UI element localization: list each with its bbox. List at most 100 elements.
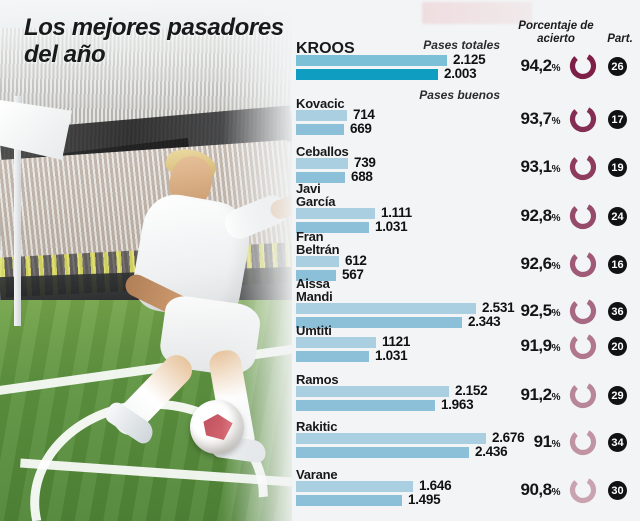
ring-svg [569, 250, 597, 278]
player-name: Ceballos [296, 144, 349, 159]
value-total-passes: 2.152 [455, 383, 488, 398]
bar-good-passes [296, 172, 345, 183]
bar-good-passes [296, 400, 435, 411]
accuracy-percent: 91% [533, 432, 561, 451]
participation-badge: 26 [608, 57, 627, 76]
accuracy-percent: 92,6% [520, 254, 561, 273]
chart-panel: Porcentaje de acierto Part. Pases totale… [292, 0, 640, 521]
bar-total-passes [296, 158, 348, 169]
ring-svg [569, 153, 597, 181]
table-row: Umtiti 1121 1.031 91,9% 20 [292, 322, 640, 374]
bar-total-passes [296, 110, 347, 121]
value-total-passes: 714 [353, 107, 375, 122]
bar-total-passes [296, 481, 413, 492]
value-total-passes: 739 [354, 155, 376, 170]
participation-badge: 24 [608, 207, 627, 226]
player-name: Umtiti [296, 323, 332, 338]
value-good-passes: 688 [351, 169, 373, 184]
accuracy-percent: 93,1% [520, 157, 561, 176]
accuracy-percent: 92,5% [520, 301, 561, 320]
accuracy-ring-icon [568, 51, 598, 81]
legend-good-passes: Pases buenos [419, 88, 500, 102]
participation-badge: 36 [608, 302, 627, 321]
player-name: Kovacic [296, 96, 345, 111]
bar-good-passes [296, 495, 402, 506]
value-total-passes: 2.531 [482, 300, 515, 315]
table-row: Aissa Mandi 2.531 2.343 92,5% 36 [292, 277, 640, 329]
value-good-passes: 1.963 [441, 397, 474, 412]
value-total-passes: 1.111 [381, 205, 412, 220]
participation-badge: 19 [608, 158, 627, 177]
table-row: KROOS 2.125 2.003 94,2% 26 [292, 40, 640, 92]
table-row: Ceballos 739 688 93,1% 19 [292, 143, 640, 195]
ring-svg [569, 332, 597, 360]
accuracy-ring-icon [568, 331, 598, 361]
value-good-passes: 567 [342, 267, 364, 282]
bar-good-passes [296, 222, 369, 233]
accuracy-ring-icon [568, 427, 598, 457]
bar-total-passes [296, 386, 449, 397]
legend-total-passes: Pases totales [423, 38, 500, 52]
accuracy-ring-icon [568, 296, 598, 326]
value-good-passes: 669 [350, 121, 372, 136]
player-name: Aissa Mandi [296, 276, 333, 304]
player-name: Varane [296, 467, 338, 482]
player-name: KROOS [296, 40, 355, 57]
ring-svg [569, 476, 597, 504]
value-good-passes: 1.031 [375, 219, 408, 234]
ring-svg [569, 105, 597, 133]
accuracy-ring-icon [568, 475, 598, 505]
ring-svg [569, 297, 597, 325]
table-row: Rakitic 2.676 2.436 91% 34 [292, 418, 640, 470]
accuracy-percent: 92,8% [520, 206, 561, 225]
value-good-passes: 2.436 [475, 444, 508, 459]
accuracy-ring-icon [568, 380, 598, 410]
table-row: Ramos 2.152 1.963 91,2% 29 [292, 371, 640, 423]
corner-flag-pole [14, 96, 21, 326]
value-total-passes: 612 [345, 253, 367, 268]
accuracy-percent: 94,2% [520, 56, 561, 75]
header-participation: Part. [607, 33, 633, 45]
participation-badge: 16 [608, 255, 627, 274]
table-row: Varane 1.646 1.495 90,8% 30 [292, 466, 640, 518]
accuracy-ring-icon [568, 104, 598, 134]
value-good-passes: 2.003 [444, 66, 477, 81]
participation-badge: 30 [608, 481, 627, 500]
bar-good-passes [296, 351, 369, 362]
bar-total-passes [296, 55, 447, 66]
player-name: Fran Beltrán [296, 229, 340, 257]
bar-good-passes [296, 447, 469, 458]
player-name: Ramos [296, 372, 339, 387]
bar-total-passes [296, 433, 486, 444]
table-row: Fran Beltrán 612 567 92,6% 16 [292, 230, 640, 282]
value-total-passes: 1.646 [419, 478, 452, 493]
bar-good-passes [296, 124, 344, 135]
bar-total-passes [296, 256, 339, 267]
accuracy-percent: 90,8% [520, 480, 561, 499]
bar-total-passes [296, 208, 375, 219]
source-watermark [422, 2, 532, 24]
chart-rows: KROOS 2.125 2.003 94,2% 26 Kovacic 714 669 93,7%… [292, 0, 640, 521]
player-name: Javi García [296, 181, 336, 209]
player-photo [0, 0, 292, 521]
photo-right-fade [222, 0, 292, 521]
page-title: Los mejores pasadores del año [24, 14, 284, 68]
ring-svg [569, 428, 597, 456]
value-good-passes: 1.031 [375, 348, 408, 363]
value-total-passes: 1121 [382, 334, 411, 349]
accuracy-ring-icon [568, 249, 598, 279]
bar-good-passes [296, 69, 438, 80]
bar-total-passes [296, 303, 476, 314]
participation-badge: 17 [608, 110, 627, 129]
bar-good-passes [296, 270, 336, 281]
accuracy-ring-icon [568, 201, 598, 231]
header-percent-accuracy: Porcentaje de acierto [518, 20, 594, 45]
participation-badge: 20 [608, 337, 627, 356]
ring-svg [569, 52, 597, 80]
value-total-passes: 2.125 [453, 52, 486, 67]
accuracy-ring-icon [568, 152, 598, 182]
table-row: Kovacic 714 669 93,7% 17 [292, 95, 640, 147]
bar-good-passes [296, 317, 462, 328]
ring-svg [569, 202, 597, 230]
